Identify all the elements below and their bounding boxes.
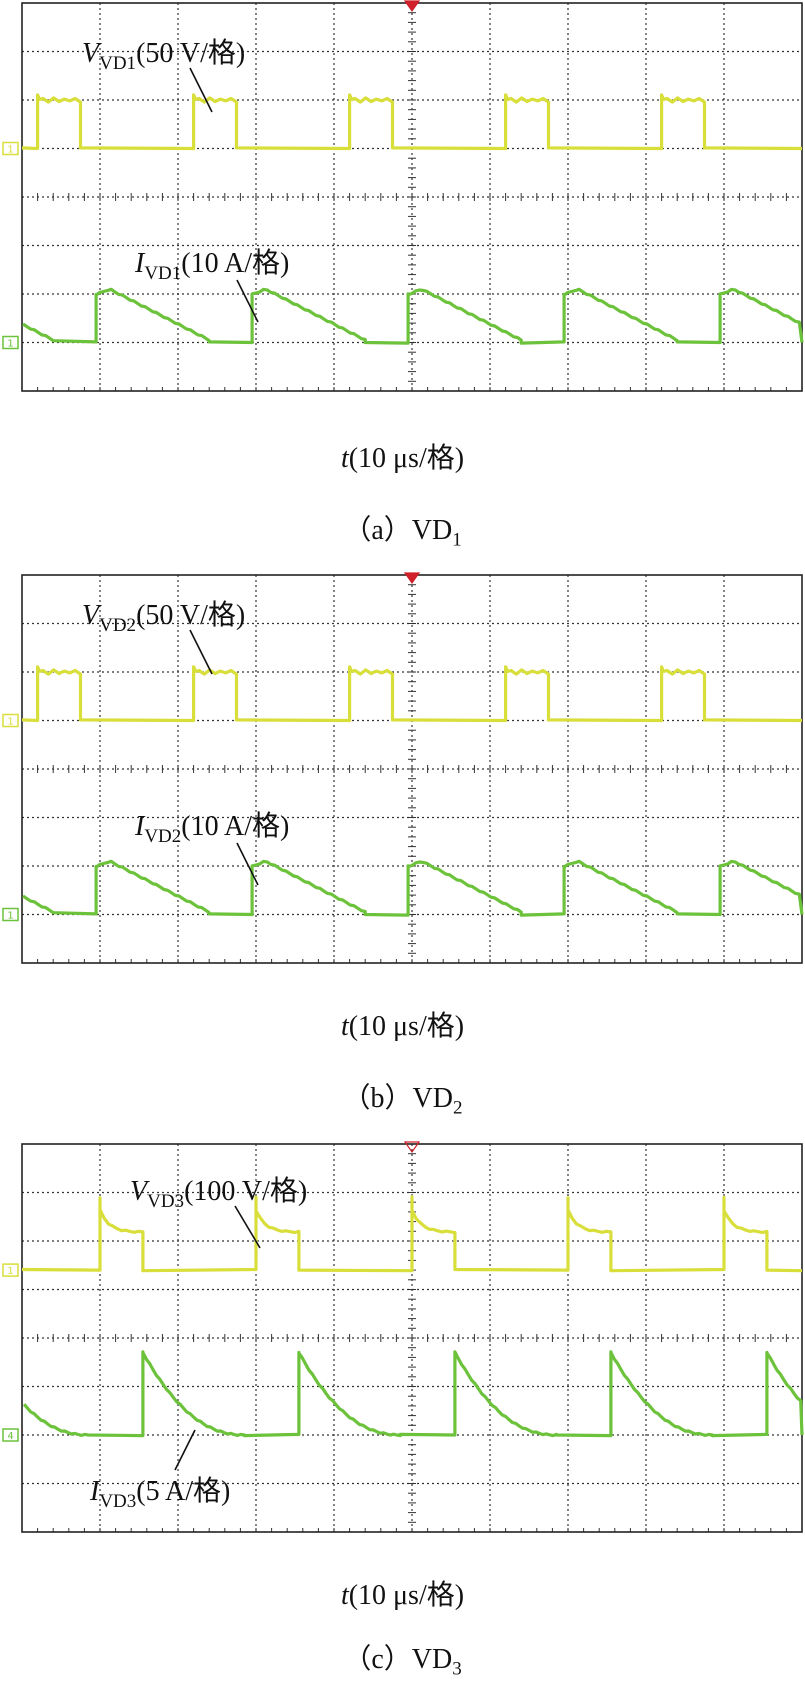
panel-a: 1 VVD1(50 V/格) 1 IVD1(10 A/格) t(10 μs/格) （a…: [0, 0, 805, 570]
channel-marker-label: 1: [7, 717, 13, 728]
panel-c: 1 VVD3(100 V/格) 4 IVD3(5 A/格) t(10 μs/格) （c…: [0, 1140, 805, 1684]
trace-i_vd1: [22, 287, 804, 345]
x-axis-label: t(10 μs/格): [340, 1580, 465, 1611]
plot-frame: [21, 1143, 803, 1533]
panel-b: 1 VVD2(50 V/格) 1 IVD2(10 A/格) t(10 μs/格) （b…: [0, 570, 805, 1140]
channel-marker-label: 1: [7, 911, 13, 922]
series-label: IVD1(10 A/格): [134, 247, 289, 284]
annotation-leader-line: [189, 67, 213, 113]
channel-marker-label: 4: [7, 1431, 13, 1442]
oscilloscope-plot-b: 1 VVD2(50 V/格) 1 IVD2(10 A/格): [2, 572, 804, 964]
trigger-marker-icon: [403, 572, 421, 585]
grid: [21, 574, 803, 964]
trigger-marker-icon: [403, 1141, 421, 1154]
oscilloscope-plot-c: 1 VVD3(100 V/格) 4 IVD3(5 A/格): [2, 1141, 804, 1533]
annotation-leader-line: [189, 629, 213, 675]
channel-marker-icon: [2, 1428, 19, 1442]
trace-v_vd3: [21, 1195, 803, 1273]
channel-marker-icon: [2, 1263, 19, 1277]
annotation-leader-line: [174, 1429, 196, 1471]
annotation-leader-line: [234, 1205, 261, 1249]
trace-i_vd2: [22, 859, 804, 917]
channel-marker-icon: [2, 907, 19, 922]
oscilloscope-plot-a: 1 VVD1(50 V/格) 1 IVD1(10 A/格): [2, 0, 804, 392]
channel-marker-label: 1: [7, 1266, 13, 1277]
trace-v_vd2: [21, 665, 803, 723]
trigger-marker-icon: [403, 0, 421, 13]
channel-marker-icon: [2, 335, 19, 350]
series-label: VVD1(50 V/格): [82, 37, 245, 74]
annotation-leader-line: [236, 842, 259, 886]
series-label: IVD3(5 A/格): [89, 1475, 230, 1512]
x-axis-label: t(10 μs/格): [340, 1011, 465, 1042]
grid: [21, 1143, 803, 1533]
annotation-leader-line: [236, 279, 259, 323]
figure-caption: （a）VD1: [343, 515, 462, 551]
x-axis-label: t(10 μs/格): [340, 443, 465, 474]
trace-i_vd3: [22, 1350, 804, 1438]
channel-marker-label: 1: [7, 145, 13, 156]
series-label: VVD2(50 V/格): [82, 599, 245, 636]
channel-marker-icon: [2, 713, 19, 728]
figure-caption: （b）VD2: [342, 1083, 463, 1119]
channel-marker-label: 1: [7, 339, 13, 350]
trace-v_vd1: [21, 93, 803, 151]
series-label: VVD3(100 V/格): [130, 1175, 307, 1212]
channel-marker-icon: [2, 141, 19, 156]
series-label: IVD2(10 A/格): [134, 810, 289, 847]
figure-caption: （c）VD3: [343, 1644, 462, 1680]
